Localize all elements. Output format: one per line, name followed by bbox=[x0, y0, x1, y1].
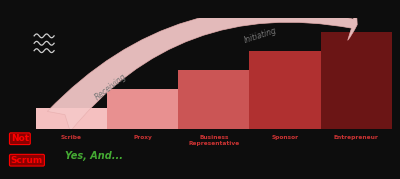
Text: Receiving: Receiving bbox=[93, 72, 128, 102]
Bar bbox=[250, 51, 321, 129]
Text: Proxy: Proxy bbox=[133, 135, 152, 140]
Text: Not: Not bbox=[11, 134, 29, 143]
Text: Sponsor: Sponsor bbox=[272, 135, 299, 140]
Text: Business
Representative: Business Representative bbox=[188, 135, 240, 146]
Bar bbox=[36, 108, 107, 129]
Text: Initiating: Initiating bbox=[243, 26, 278, 45]
FancyArrowPatch shape bbox=[47, 7, 357, 132]
Bar bbox=[107, 89, 178, 129]
Text: Scrum: Scrum bbox=[11, 156, 43, 165]
Text: Scribe: Scribe bbox=[61, 135, 82, 140]
Bar bbox=[178, 70, 250, 129]
Text: Yes, And...: Yes, And... bbox=[65, 151, 123, 161]
Bar bbox=[321, 32, 392, 129]
Text: Entrepreneur: Entrepreneur bbox=[334, 135, 379, 140]
